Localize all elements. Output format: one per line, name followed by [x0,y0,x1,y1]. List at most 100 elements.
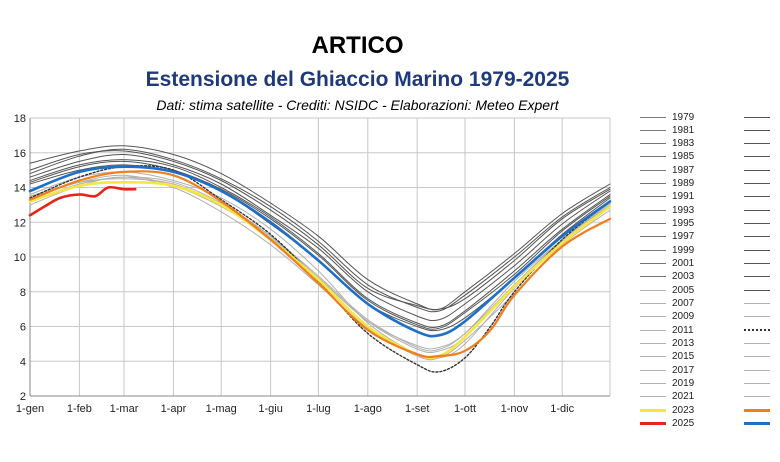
legend-item: 1983 [640,138,694,150]
legend-swatch [744,302,770,304]
series-line-2025 [28,185,137,217]
legend-item-col2 [744,244,776,256]
legend-swatch [640,209,666,211]
legend-label: 2005 [672,284,695,296]
series-line-1995 [29,159,611,329]
legend-label: 1995 [672,218,695,230]
x-tick-label: 1-set [405,403,429,415]
x-tick-label: 1-giu [258,403,282,415]
y-tick-label: 12 [14,217,26,229]
legend-item-col2 [744,138,776,150]
legend-swatch [744,156,770,158]
legend-swatch [640,116,666,118]
legend-item: 1981 [640,124,694,136]
series-line-2015 [29,178,611,352]
y-tick-label: 16 [14,148,26,160]
legend-swatch [744,369,770,371]
chart-area: 2 4 6 8 10 12 14 16 18 1-gen 1-feb 1-mar 1-apr 1-mag 1… [14,113,612,415]
legend-swatch [640,329,666,331]
x-tick-label: 1-ago [354,403,382,415]
legend-swatch [640,129,666,131]
legend-item-col2 [744,417,776,429]
x-tick-label: 1-dic [550,403,574,415]
legend-swatch [640,263,666,265]
legend-item: 2003 [640,271,694,283]
legend-label: 2021 [672,391,695,403]
x-tick-label: 1-gen [16,403,44,415]
series-line-1999 [29,160,611,330]
legend-item: 2007 [640,297,694,309]
y-tick-label: 10 [14,252,26,264]
legend-item-col2 [744,284,776,296]
x-tick-label: 1-mag [206,403,237,415]
legend-item-col2 [744,218,776,230]
legend-swatch [640,382,666,384]
legend-swatch [640,183,666,185]
legend-item: 1997 [640,231,694,243]
series-line-2024 [28,170,612,359]
chart-subtitle: Estensione del Ghiaccio Marino 1979-2025 [145,68,570,91]
legend-item-col2 [744,111,776,123]
legend-item: 2015 [640,351,694,363]
legend-item-col2 [744,231,776,243]
legend-item-col2 [744,324,776,336]
legend-item-col2 [744,204,776,216]
legend-item-col2 [744,364,776,376]
y-tick-label: 14 [14,183,26,195]
y-tick-label: 4 [20,356,26,368]
legend-swatch [744,263,770,265]
legend-swatch [744,143,770,145]
legend-label: 2003 [672,271,695,283]
series-line-1987 [29,150,611,311]
legend-swatch [640,169,666,171]
legend-swatch [744,129,770,131]
legend-swatch [744,249,770,251]
legend-label: 1997 [672,231,695,243]
legend-item: 2013 [640,337,694,349]
series-line-series [28,165,612,338]
legend-item-col2 [744,404,776,416]
legend-swatch [744,236,770,238]
series-line-2019 [29,176,611,361]
legend-item: 1991 [640,191,694,203]
legend-item-col2 [744,351,776,363]
series-line-1983 [29,148,611,313]
legend-swatch [640,223,666,225]
legend-item-col2 [744,311,776,323]
legend-swatch [640,276,666,278]
legend-swatch [744,209,770,211]
legend-label: 2023 [672,404,695,416]
legend-item-col2 [744,151,776,163]
legend-label: 2025 [672,417,695,429]
legend-swatch [744,329,770,332]
legend-item-col2 [744,191,776,203]
legend: 1979 1981 1983 1985 1987 1989 1991 1993 1995 1997… [640,111,780,431]
legend-item: 2023 [640,404,694,416]
legend-label: 2001 [672,258,695,270]
y-tick-label: 18 [14,113,26,125]
legend-item: 2005 [640,284,694,296]
legend-label: 1989 [672,178,695,190]
legend-item: 2009 [640,311,694,323]
x-tick-label: 1-ott [454,403,476,415]
legend-item: 2011 [640,324,694,336]
legend-swatch [640,302,666,304]
series-line-1991 [29,153,611,322]
legend-item: 2017 [640,364,694,376]
legend-swatch [744,276,770,278]
legend-swatch [744,396,770,398]
x-tick-label: 1-feb [67,403,92,415]
legend-label: 2019 [672,377,695,389]
legend-label: 1979 [672,111,695,123]
legend-swatch [744,382,770,384]
legend-item-col2 [744,124,776,136]
legend-swatch [640,289,666,291]
legend-swatch [640,316,666,318]
legend-swatch [640,143,666,145]
legend-item: 1987 [640,164,694,176]
x-tick-label: 1-apr [161,403,187,415]
legend-label: 1987 [672,164,695,176]
legend-swatch [640,236,666,238]
series-line-1979 [29,145,611,311]
y-tick-label: 2 [20,391,26,403]
